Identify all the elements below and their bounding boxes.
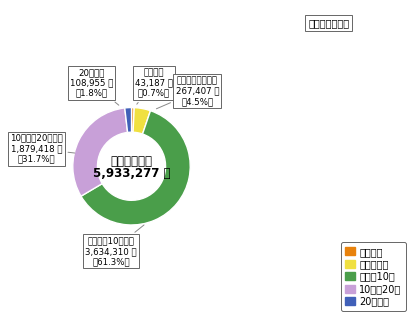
Wedge shape xyxy=(81,111,190,225)
Text: ３分未満
43,187 件
（0.7%）: ３分未満 43,187 件 （0.7%） xyxy=(135,68,173,104)
Legend: ３分未満, ３分〜５分, ５分〜10分, 10分〜20分, 20分以上: ３分未満, ３分〜５分, ５分〜10分, 10分〜20分, 20分以上 xyxy=(341,242,406,311)
Text: 20分以上
108,955 件
（1.8%）: 20分以上 108,955 件 （1.8%） xyxy=(70,68,119,105)
Text: （令和２年中）: （令和２年中） xyxy=(308,18,349,28)
Text: ５分以上10分未満
3,634,310 件
（61.3%）: ５分以上10分未満 3,634,310 件 （61.3%） xyxy=(85,225,144,266)
Text: 10分以上20分未満
1,879,418 件
（31.7%）: 10分以上20分未満 1,879,418 件 （31.7%） xyxy=(10,134,75,164)
Text: 5,933,277 件: 5,933,277 件 xyxy=(93,167,170,180)
Text: 救急出動件数: 救急出動件数 xyxy=(111,155,152,168)
Wedge shape xyxy=(132,108,134,132)
Text: ３分以上５分未満
267,407 件
（4.5%）: ３分以上５分未満 267,407 件 （4.5%） xyxy=(156,76,219,109)
Wedge shape xyxy=(125,108,132,132)
Wedge shape xyxy=(133,108,150,134)
Wedge shape xyxy=(73,108,127,196)
